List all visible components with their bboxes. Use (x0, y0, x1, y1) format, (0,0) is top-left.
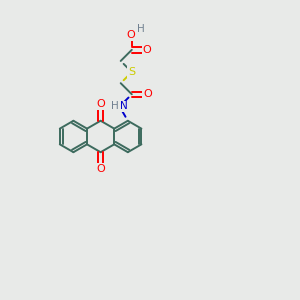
Text: S: S (128, 67, 135, 77)
Text: H: H (111, 101, 119, 112)
Text: O: O (96, 99, 105, 109)
Text: O: O (126, 30, 135, 40)
Text: O: O (96, 164, 105, 174)
Text: O: O (143, 89, 152, 99)
Text: O: O (142, 45, 151, 55)
Text: N: N (120, 101, 127, 112)
Text: H: H (136, 24, 144, 34)
